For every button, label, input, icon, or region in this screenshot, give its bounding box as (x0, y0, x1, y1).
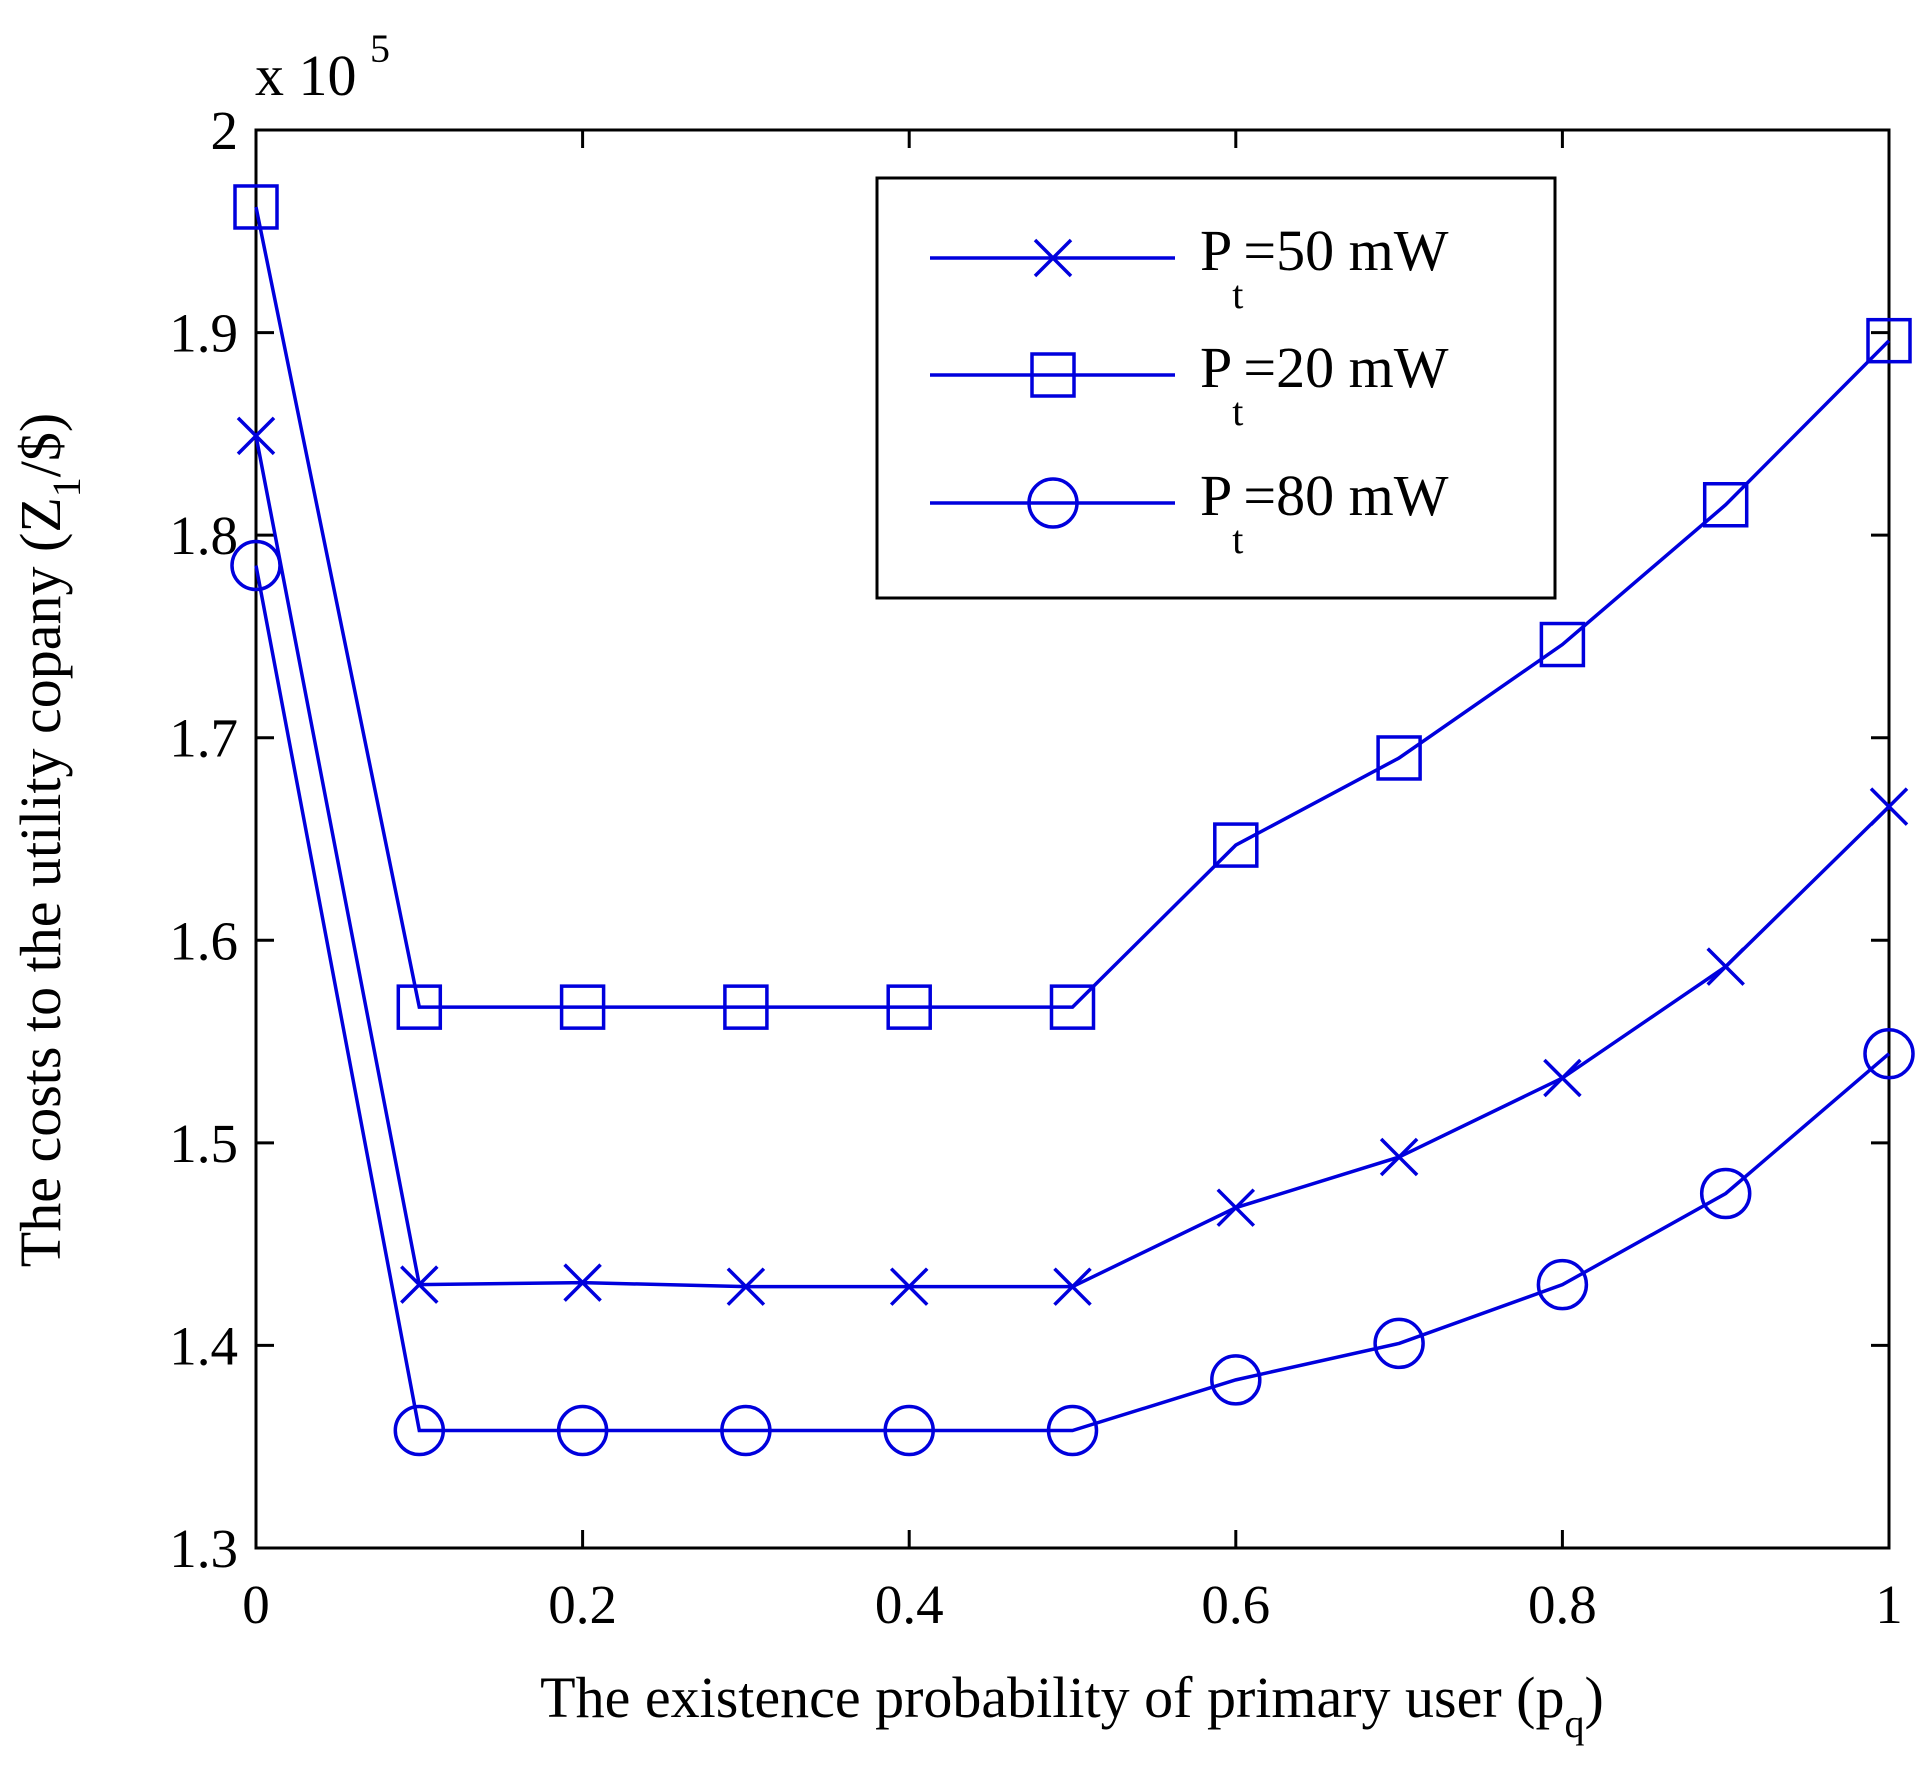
data-point-circle (1699, 1167, 1752, 1220)
legend-entry: Pt=50 mW (930, 218, 1449, 317)
x-tick-label: 0.4 (875, 1574, 944, 1635)
y-tick-label: 1.8 (169, 505, 238, 566)
y-tick-label: 1.7 (169, 708, 238, 769)
y-multiplier-exponent: 5 (370, 26, 390, 71)
data-point-x (400, 1265, 439, 1304)
legend-label: Pt=50 mW (1200, 218, 1449, 317)
series-circle (230, 539, 1915, 1457)
y-multiplier: x 10 (255, 43, 357, 108)
axis-ticks: 0 0.2 0.4 0.6 0.8 1 1.3 1.4 1.5 1.6 1.7 1.8 1.9 2 (169, 100, 1903, 1635)
data-point-circle (1046, 1404, 1099, 1457)
data-point-circle (1863, 1027, 1915, 1080)
legend-label: Pt=80 mW (1200, 463, 1449, 562)
y-tick-label: 1.4 (169, 1315, 238, 1376)
x-tick-label: 0.2 (548, 1574, 617, 1635)
legend-marker-circle (1027, 477, 1079, 529)
series-x (236, 416, 1909, 1306)
x-tick-label: 1 (1875, 1574, 1903, 1635)
series-square (233, 184, 1912, 1030)
data-point-square (1049, 984, 1096, 1030)
y-tick-label: 1.5 (169, 1113, 238, 1174)
data-point-x (1379, 1137, 1419, 1177)
data-point-circle (230, 539, 282, 592)
data-point-x (1543, 1058, 1582, 1098)
legend-marker-square (1030, 352, 1076, 398)
data-point-square (1866, 317, 1912, 364)
data-point-circle (720, 1404, 772, 1457)
data-point-square (1702, 482, 1749, 528)
series-line (254, 565, 1891, 1433)
data-point-square (723, 984, 769, 1030)
data-point-circle (556, 1404, 609, 1457)
data-point-x (563, 1263, 602, 1302)
data-point-x (1216, 1188, 1256, 1227)
legend-label: Pt=20 mW (1200, 335, 1449, 434)
data-point-circle (1536, 1258, 1589, 1311)
data-point-x (889, 1267, 929, 1306)
data-point-x (236, 416, 276, 456)
legend-marker-x (1033, 238, 1073, 278)
data-point-square (1376, 735, 1422, 781)
data-point-square (886, 984, 932, 1030)
y-tick-label: 1.6 (169, 910, 238, 971)
data-point-x (726, 1267, 766, 1306)
legend-box (875, 176, 1557, 600)
data-point-x (1869, 787, 1909, 826)
data-point-circle (393, 1404, 446, 1457)
legend-items: Pt=50 mW Pt=20 mW Pt=80 mW (930, 218, 1449, 562)
x-tick-label: 0 (242, 1574, 270, 1635)
x-axis-label: The existence probability of primary use… (540, 1665, 1604, 1746)
data-point-circle (1373, 1317, 1425, 1370)
x-tick-label: 0.8 (1528, 1574, 1597, 1635)
series-line (254, 206, 1891, 1009)
y-tick-label: 2 (211, 100, 239, 161)
legend: Pt=50 mW Pt=20 mW Pt=80 mW (875, 176, 1557, 600)
data-point-x (1053, 1267, 1092, 1306)
y-tick-label: 1.3 (169, 1518, 238, 1579)
y-axis-label: The costs to the utility copany (Z1/$) (8, 413, 89, 1267)
data-point-square (1539, 621, 1586, 668)
legend-entry: Pt=80 mW (930, 463, 1449, 562)
legend-entry: Pt=20 mW (930, 335, 1449, 434)
data-point-circle (1210, 1354, 1262, 1406)
y-tick-label: 1.9 (169, 303, 238, 364)
data-point-square (559, 984, 606, 1030)
series-layer (230, 184, 1915, 1457)
data-point-square (396, 984, 443, 1030)
data-point-x (1706, 947, 1745, 986)
x-tick-label: 0.6 (1201, 1574, 1270, 1635)
data-point-square (1213, 822, 1259, 868)
data-point-square (233, 184, 279, 230)
data-point-circle (883, 1404, 935, 1457)
